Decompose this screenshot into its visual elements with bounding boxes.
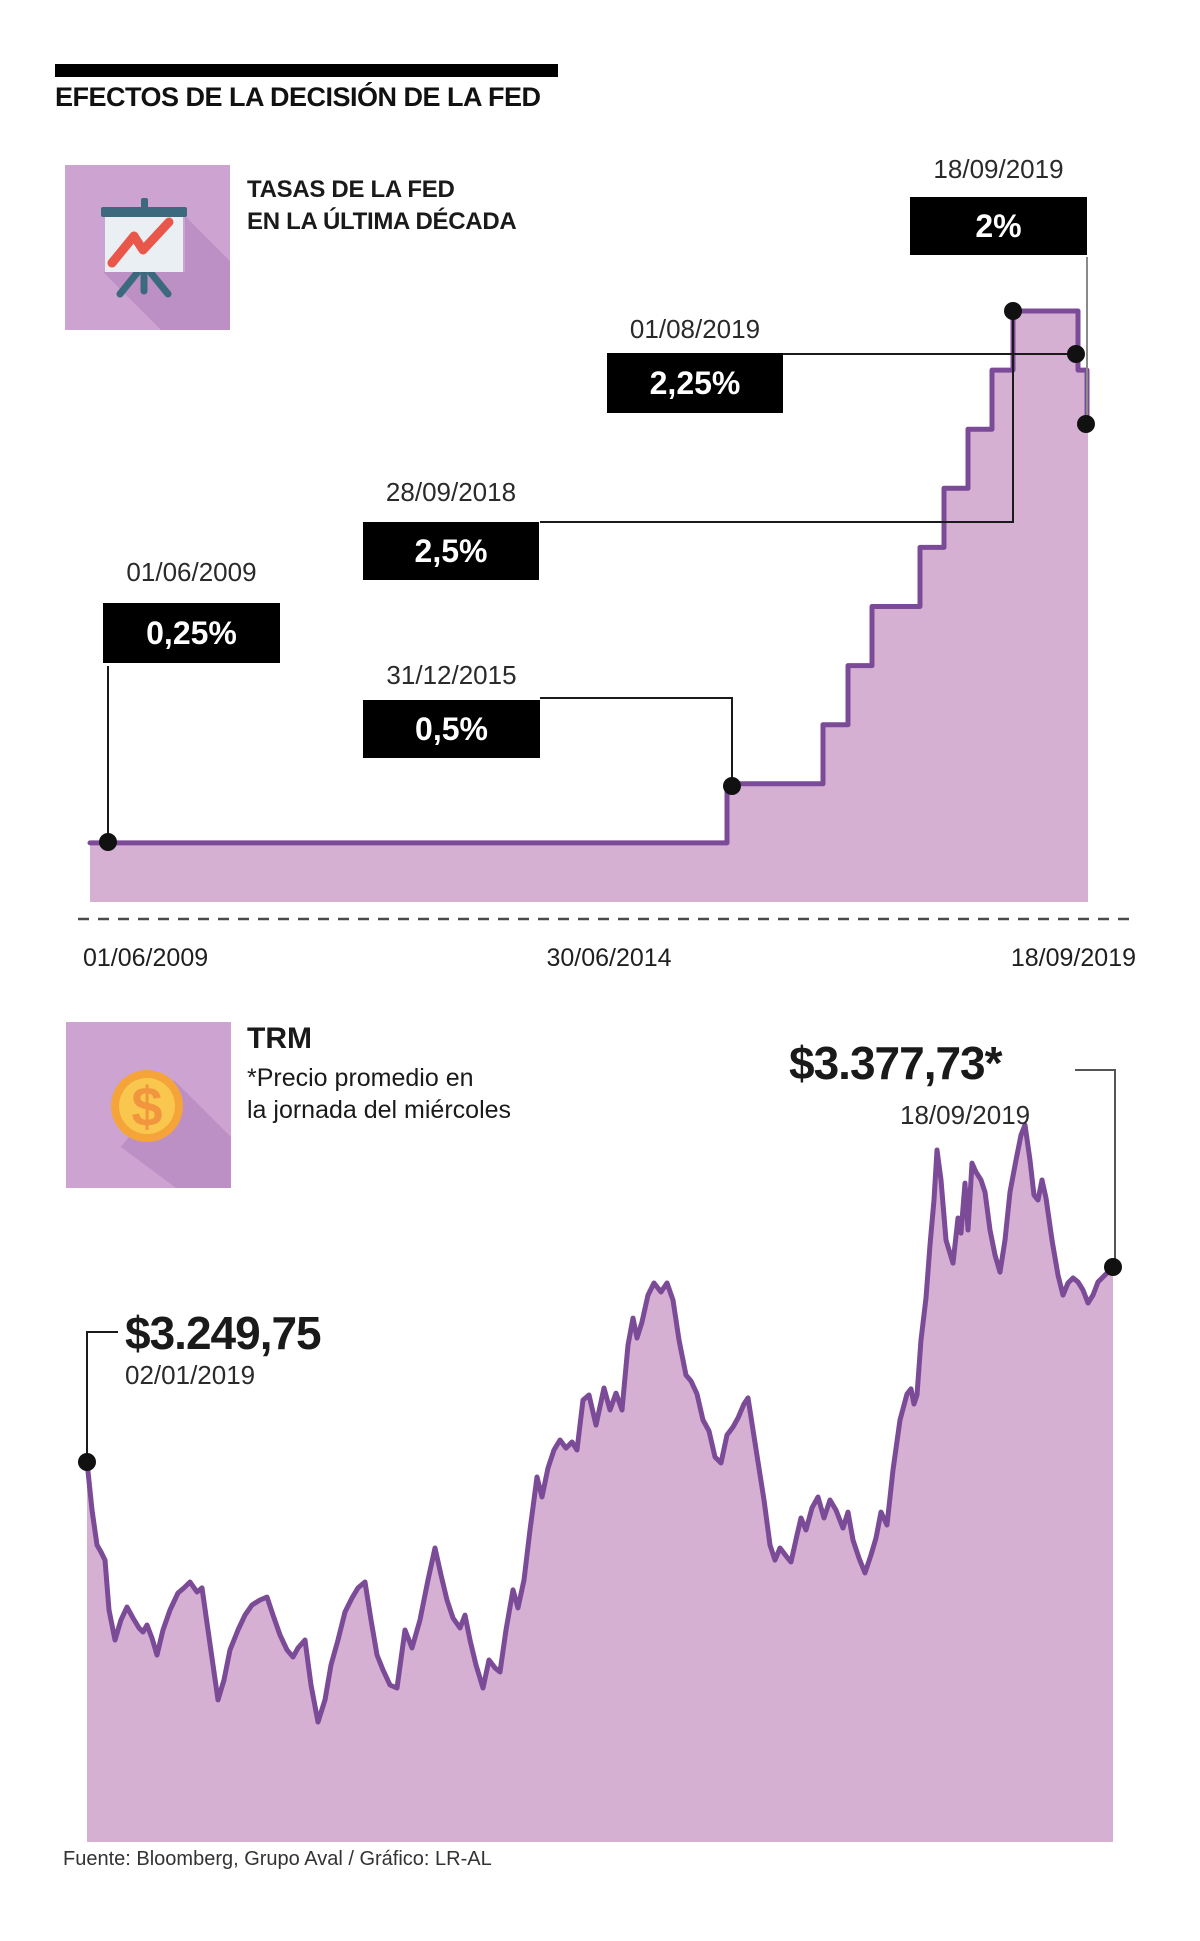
fed-chart-title-line1: TASAS DE LA FED bbox=[247, 176, 455, 203]
x-axis-label-middle: 30/06/2014 bbox=[546, 944, 672, 972]
page-title: EFECTOS DE LA DECISIÓN DE LA FED bbox=[55, 82, 541, 112]
coin-inner bbox=[119, 1078, 175, 1134]
icon-shadow bbox=[103, 216, 230, 330]
annotation-date-2018: 28/09/2018 bbox=[385, 477, 517, 507]
trm-start-value: $3.249,75 bbox=[125, 1307, 322, 1359]
x-axis-label-start: 01/06/2009 bbox=[83, 944, 209, 972]
annotation-rate-2015: 0,5% bbox=[363, 700, 540, 758]
trm-end-value: $3.377,73* bbox=[789, 1037, 1003, 1089]
annotation-date-aug-2019: 01/08/2019 bbox=[629, 314, 761, 344]
annotation-date-2009: 01/06/2009 bbox=[126, 557, 257, 587]
icon-shadow bbox=[121, 1080, 231, 1188]
annotation-rate-aug-2019: 2,25% bbox=[607, 353, 783, 413]
annotation-date-2015: 31/12/2015 bbox=[386, 660, 517, 690]
trm-line-area-chart bbox=[78, 1069, 1122, 1842]
annotation-rate-2009: 0,25% bbox=[103, 603, 280, 663]
trm-subtitle-line2: la jornada del miércoles bbox=[247, 1096, 512, 1124]
fed-chart-title-line2: EN LA ÚLTIMA DÉCADA bbox=[247, 208, 517, 235]
annotation-date-sep-2019: 18/09/2019 bbox=[933, 154, 1064, 184]
annotation-rate-sep-2019: 2% bbox=[910, 197, 1087, 255]
trm-start-date: 02/01/2019 bbox=[125, 1360, 256, 1390]
source-credit: Fuente: Bloomberg, Grupo Aval / Gráfico:… bbox=[63, 1848, 492, 1870]
x-axis-label-end: 18/09/2019 bbox=[1010, 944, 1136, 972]
trm-chart-title: TRM bbox=[247, 1022, 312, 1055]
fed-step-area-chart bbox=[78, 257, 1136, 921]
trm-end-date: 18/09/2019 bbox=[900, 1100, 1031, 1130]
trm-subtitle-line1: *Precio promedio en bbox=[247, 1064, 474, 1092]
trm-chart-subtitle: *Precio promedio en la jornada del miérc… bbox=[247, 1062, 511, 1126]
dollar-symbol: $ bbox=[131, 1075, 162, 1138]
title-accent-bar bbox=[55, 64, 558, 77]
trend-line-glyph bbox=[107, 217, 174, 268]
dollar-coin-icon: $ bbox=[66, 1022, 231, 1188]
fed-chart-title: TASAS DE LA FED EN LA ÚLTIMA DÉCADA bbox=[247, 174, 517, 238]
annotation-rate-2018: 2,5% bbox=[363, 522, 539, 580]
presentation-chart-icon bbox=[65, 165, 230, 330]
easel-legs bbox=[116, 269, 172, 298]
